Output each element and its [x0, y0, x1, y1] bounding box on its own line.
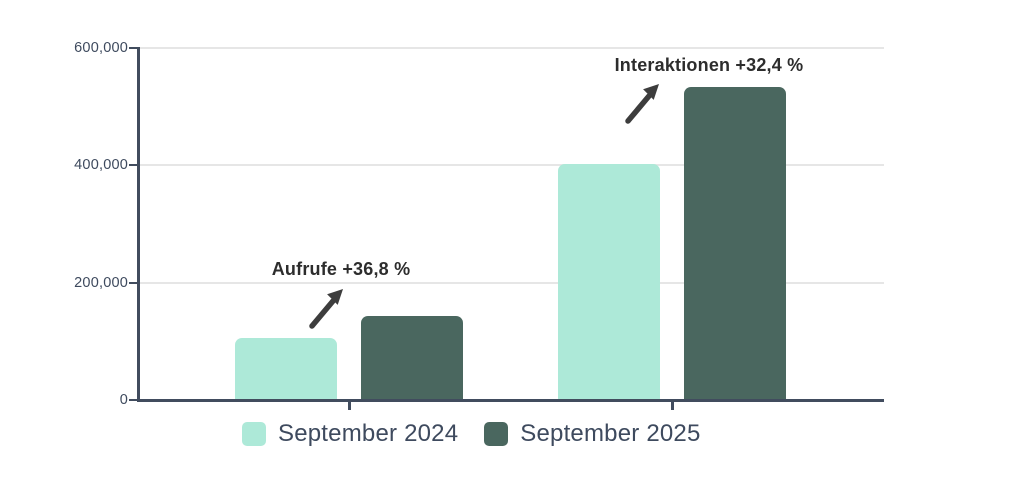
y-axis-tick [129, 47, 138, 49]
bar-interaktionen-september-2024 [558, 163, 660, 400]
gridline-200,000 [137, 281, 884, 284]
gridline-400,000 [137, 164, 884, 167]
legend-swatch-september-2025 [484, 422, 509, 446]
legend-item-september-2024: September 2024 [242, 420, 458, 448]
increase-arrow-icon [309, 289, 343, 329]
legend-swatch-september-2024 [242, 422, 266, 446]
bar-interaktionen-september-2025 [684, 87, 786, 400]
y-axis-label: 600,000 [74, 40, 128, 56]
gridline-600,000 [137, 47, 884, 49]
y-axis-tick [129, 399, 138, 401]
y-axis-tick [129, 281, 138, 284]
y-axis-label: 0 [119, 392, 128, 408]
x-axis-line [137, 399, 884, 402]
bar-aufrufe-september-2024 [235, 338, 337, 400]
x-axis-tick-interaktionen [671, 402, 674, 410]
y-axis-line [137, 47, 140, 401]
legend-item-september-2025: September 2025 [484, 420, 700, 448]
y-axis-tick [129, 164, 138, 167]
y-axis-label: 200,000 [74, 274, 128, 291]
bar-aufrufe-september-2025 [361, 315, 463, 400]
y-axis-label: 400,000 [74, 157, 128, 174]
x-axis-tick-aufrufe [348, 402, 351, 410]
legend-label-september-2025: September 2025 [520, 420, 701, 447]
increase-arrow-icon [625, 84, 659, 124]
annotation-interaktionen: Interaktionen +32,4 % [614, 55, 804, 75]
chart-legend: September 2024 September 2025 [242, 419, 701, 449]
legend-label-september-2024: September 2024 [278, 420, 459, 447]
annotation-aufrufe: Aufrufe +36,8 % [271, 259, 411, 279]
